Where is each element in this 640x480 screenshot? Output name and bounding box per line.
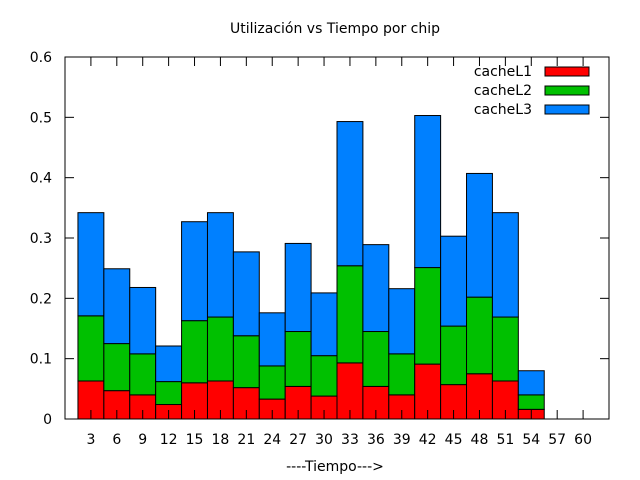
bar-cacheL3-33 [336,121,364,267]
bar-cacheL3-51 [491,212,519,318]
bar-cacheL2-12 [155,381,183,406]
bar-cacheL2-30 [310,355,338,397]
x-tick-label: 18 [212,432,230,448]
bar-cacheL3-30 [310,292,338,357]
x-tick-label: 27 [289,432,307,448]
x-tick-label: 12 [160,432,178,448]
x-tick-label: 6 [112,432,121,448]
bars-layer [77,115,545,420]
bar-cacheL3-12 [155,345,183,383]
bar-cacheL2-21 [232,335,260,389]
x-tick-label: 54 [522,432,540,448]
legend-swatch-cacheL3 [544,104,590,115]
bar-cacheL2-9 [129,353,157,396]
bar-cacheL2-33 [336,265,364,364]
x-tick-label: 42 [419,432,437,448]
x-tick-label: 57 [548,432,566,448]
bar-cacheL3-36 [362,244,390,333]
bar-cacheL2-3 [77,315,105,382]
y-tick-label: 0.2 [30,291,52,307]
y-tick-label: 0 [43,412,52,428]
bar-cacheL3-6 [103,268,131,345]
bar-cacheL3-27 [284,242,312,333]
x-axis-label: ----Tiempo---> [286,459,384,475]
bar-cacheL3-15 [181,221,208,322]
bar-cacheL2-36 [362,331,390,387]
x-tick-label: 15 [186,432,204,448]
bar-cacheL3-24 [258,312,286,367]
x-tick-label: 21 [237,432,255,448]
x-axis: 3 6 9 12 15 18 21 24 27 30 33 36 39 42 45 48 51 54 57 60 [86,57,592,448]
bar-cacheL2-6 [103,343,131,392]
legend-label-cacheL1: cacheL1 [474,64,532,80]
x-tick-label: 51 [496,432,514,448]
y-tick-label: 0.4 [30,171,52,187]
bar-cacheL2-48 [466,296,493,375]
y-tick-label: 0.1 [30,352,52,368]
x-tick-label: 60 [574,432,592,448]
legend-swatch-cacheL1 [544,66,590,77]
bar-cacheL3-18 [206,212,234,318]
bar-cacheL3-54 [517,370,545,396]
x-tick-label: 48 [471,432,489,448]
bar-cacheL3-39 [388,288,416,355]
bar-cacheL3-9 [129,286,157,355]
bar-cacheL2-51 [491,316,519,382]
x-tick-label: 3 [86,432,95,448]
bar-cacheL2-45 [440,325,468,386]
bar-cacheL3-42 [414,115,442,269]
bar-cacheL2-54 [517,394,545,410]
x-tick-label: 9 [138,432,147,448]
x-tick-label: 36 [367,432,385,448]
bar-cacheL3-21 [232,251,260,337]
bar-cacheL2-24 [258,365,286,400]
bar-cacheL2-18 [206,316,234,382]
bar-cacheL3-45 [440,235,468,327]
x-tick-label: 30 [315,432,333,448]
x-tick-label: 24 [263,432,281,448]
bar-cacheL2-39 [388,353,416,396]
bar-cacheL2-42 [414,267,442,365]
bar-cacheL3-48 [466,172,493,298]
y-tick-label: 0.5 [30,110,52,126]
y-axis: 0 0.1 0.2 0.3 0.4 0.5 0.6 [30,50,609,428]
legend-swatch-cacheL2 [544,85,590,96]
legend: cacheL1 cacheL2 cacheL3 [474,64,590,118]
chart-title: Utilización vs Tiempo por chip [230,21,440,37]
bar-cacheL2-27 [284,331,312,387]
y-tick-label: 0.3 [30,231,52,247]
bar-cacheL3-3 [77,212,105,317]
legend-label-cacheL3: cacheL3 [474,102,532,118]
y-tick-label: 0.6 [30,50,52,66]
x-tick-label: 45 [445,432,463,448]
legend-label-cacheL2: cacheL2 [474,83,532,99]
x-tick-label: 33 [341,432,359,448]
bar-cacheL2-15 [181,320,208,384]
x-tick-label: 39 [393,432,411,448]
